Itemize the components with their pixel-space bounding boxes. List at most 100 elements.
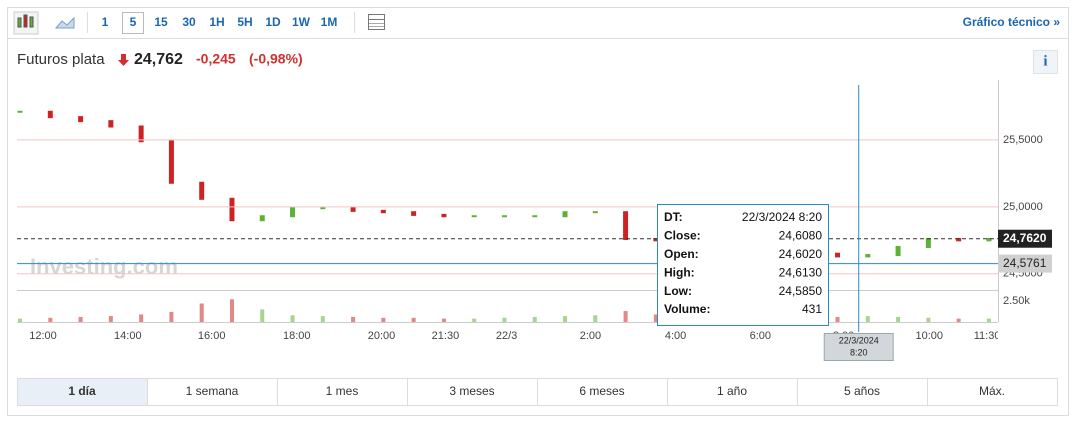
candle (835, 252, 841, 258)
range-tab[interactable] (537, 378, 668, 406)
y-tick-label: 25,5000 (1003, 134, 1043, 146)
volume-bar (381, 317, 386, 322)
crosshair-date-label: 8:20 (850, 347, 868, 357)
x-tick-label: 16:00 (198, 330, 226, 342)
volume-bar (835, 316, 840, 322)
candle (411, 211, 417, 216)
candle (501, 215, 507, 218)
volume-bar (260, 309, 265, 322)
range-tab-label[interactable]: 6 meses (579, 384, 624, 398)
interval-button[interactable]: 1 (102, 15, 109, 29)
range-tab[interactable] (17, 378, 148, 406)
range-tab-label[interactable]: Máx. (979, 384, 1005, 398)
tooltip: DT: 22/3/2024 8:20 Close: 24,6080 Open: 24,60… (657, 204, 829, 326)
volume-bar (472, 318, 477, 322)
interval-button[interactable]: 30 (182, 15, 196, 29)
volume-bar (48, 317, 53, 322)
candle (441, 213, 447, 218)
candle (865, 254, 871, 258)
x-tick-label: 22/3 (496, 330, 517, 342)
x-tick-label: 20:00 (368, 330, 396, 342)
tooltip-key: Low: (664, 284, 692, 298)
last-price-box (998, 229, 1052, 248)
tooltip-key: Close: (664, 229, 701, 243)
tooltip-value: 24,6080 (779, 229, 823, 243)
info-button[interactable] (1033, 50, 1058, 74)
tooltip-key: High: (664, 265, 695, 279)
last-price-label: 24,7620 (1003, 231, 1047, 245)
volume-bar (169, 311, 174, 322)
range-tab-label[interactable]: 1 día (68, 384, 96, 398)
volume-bar (986, 318, 991, 322)
volume-bar (653, 314, 658, 322)
candle (108, 120, 114, 128)
table-view-button[interactable] (368, 14, 385, 30)
tooltip-key: Open: (664, 247, 699, 261)
candle (532, 215, 538, 218)
volume-bar (896, 316, 901, 322)
interval-button[interactable]: 1W (292, 15, 311, 29)
change: -0,245 (196, 51, 236, 67)
interval-button[interactable]: 1M (321, 15, 338, 29)
candle (562, 211, 568, 218)
range-tab[interactable] (927, 378, 1058, 406)
candle (259, 215, 265, 222)
interval-active-box (122, 12, 144, 34)
candle (623, 211, 629, 240)
volume-bar (865, 316, 870, 322)
candle (986, 237, 992, 242)
line-type-button[interactable] (54, 16, 75, 29)
candle (471, 215, 477, 218)
range-tab[interactable] (147, 378, 278, 406)
candle (229, 197, 235, 222)
range-tab-label[interactable]: 3 meses (449, 384, 494, 398)
candle (168, 140, 174, 184)
volume-bar (290, 315, 295, 322)
crosshair-date-label: 22/3/2024 (839, 335, 879, 345)
interval-button[interactable]: 1H (209, 15, 224, 29)
interval-button[interactable]: 15 (154, 15, 168, 29)
candle-type-button[interactable] (13, 11, 39, 35)
tooltip-value: 24,6020 (779, 247, 823, 261)
volume-bar (199, 303, 204, 322)
volume-bar (229, 299, 234, 322)
tooltip-box (657, 204, 829, 326)
instrument-name: Futuros plata (17, 51, 105, 68)
volume-bar (502, 317, 507, 322)
candle (592, 211, 598, 214)
range-tab-label[interactable]: 5 años (844, 384, 880, 398)
range-tab-label[interactable]: 1 semana (186, 384, 239, 398)
candle (895, 246, 901, 257)
interval-button[interactable]: 1D (265, 15, 281, 29)
x-tick-label: 14:00 (114, 330, 142, 342)
watermark: Investing.com (30, 254, 178, 279)
candle (138, 125, 144, 143)
tooltip-value: 22/3/2024 8:20 (742, 210, 822, 224)
volume-bar (139, 314, 144, 322)
range-tab-label[interactable]: 1 mes (326, 384, 359, 398)
price: 24,762 (134, 51, 183, 68)
volume-bar (623, 311, 628, 322)
candle (320, 207, 326, 210)
volume-bar (593, 315, 598, 322)
range-tab[interactable] (277, 378, 408, 406)
candle (350, 207, 356, 212)
volume-bar (78, 316, 83, 322)
tooltip-key: Volume: (664, 302, 710, 316)
volume-tick-label: 2.50k (1003, 295, 1030, 307)
x-tick-label: 21:30 (432, 330, 460, 342)
technical-chart-link[interactable]: Gráfico técnico » (963, 15, 1061, 29)
tooltip-key: DT: (664, 210, 683, 224)
crosshair-price-label: 24,5761 (1003, 256, 1047, 270)
range-tab-label[interactable]: 1 año (717, 384, 747, 398)
interval-button[interactable]: 5 (130, 15, 137, 29)
interval-button[interactable]: 5H (237, 15, 252, 29)
volume-bar (441, 318, 446, 322)
volume-bar (351, 316, 356, 322)
tooltip-value: 24,5850 (779, 284, 823, 298)
range-tab[interactable] (407, 378, 538, 406)
candle (956, 237, 962, 242)
volume-bar (532, 316, 537, 322)
y-tick-label: 25,0000 (1003, 201, 1043, 213)
